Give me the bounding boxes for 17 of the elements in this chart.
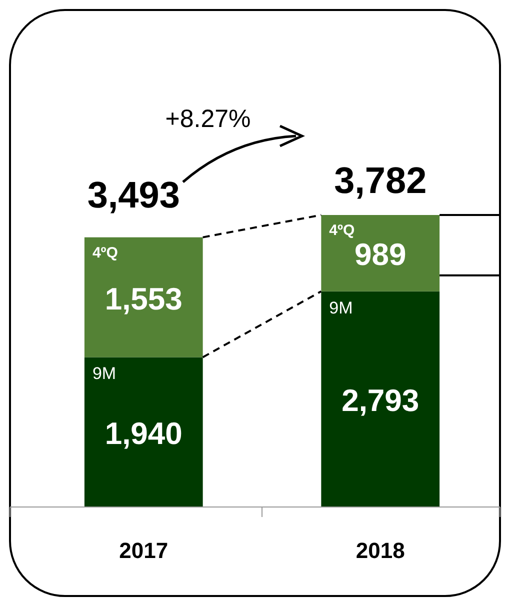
- bar: [84, 237, 203, 358]
- bar: [321, 215, 440, 292]
- text: 9M: [329, 298, 353, 318]
- series-label: 9M: [92, 364, 116, 384]
- x-tick-label: 2017: [119, 538, 168, 563]
- total-label: 3,782: [334, 160, 427, 201]
- text: +8.27%: [165, 105, 251, 133]
- data-label: 989: [354, 237, 406, 272]
- total-label: 3,493: [87, 174, 180, 216]
- bar: [321, 291, 440, 507]
- series-label: 4ºQ: [92, 244, 118, 262]
- text: 4ºQ: [329, 222, 355, 239]
- data-label: 1,553: [104, 281, 182, 316]
- bar: [84, 357, 203, 507]
- data-label: 2,793: [342, 383, 420, 418]
- data-label: 1,940: [104, 416, 182, 452]
- x-tick-label: 2018: [356, 538, 405, 563]
